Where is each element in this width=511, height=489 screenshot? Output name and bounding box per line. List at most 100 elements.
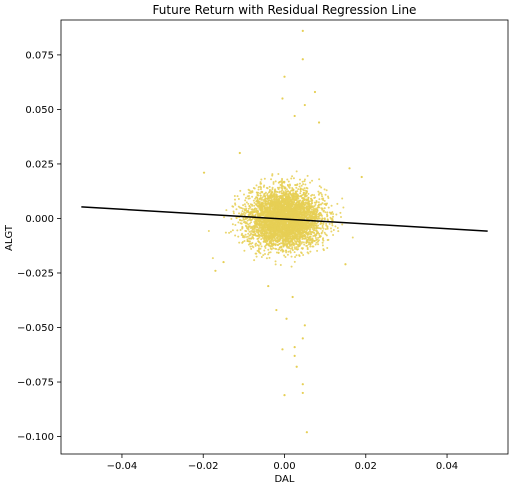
scatter-point xyxy=(259,181,262,184)
scatter-point xyxy=(274,263,277,266)
scatter-point xyxy=(314,243,317,246)
scatter-point xyxy=(327,238,330,241)
scatter-point xyxy=(259,182,262,185)
scatter-point xyxy=(324,228,327,231)
scatter-point xyxy=(325,189,328,192)
scatter-point xyxy=(288,202,291,205)
scatter-point xyxy=(278,191,281,194)
scatter-point xyxy=(325,213,328,216)
scatter-point xyxy=(312,235,315,238)
scatter-point xyxy=(309,181,312,184)
scatter-point xyxy=(296,230,299,233)
scatter-point xyxy=(248,234,251,237)
scatter-point xyxy=(292,208,295,211)
scatter-point xyxy=(277,195,280,198)
scatter-point xyxy=(284,241,287,244)
scatter-point xyxy=(286,216,289,219)
scatter-point xyxy=(288,237,291,240)
scatter-point xyxy=(294,192,297,195)
scatter-point xyxy=(268,185,271,188)
scatter-point xyxy=(314,218,316,221)
scatter-point xyxy=(246,227,249,230)
scatter-point xyxy=(282,250,285,253)
scatter-point xyxy=(336,202,339,205)
scatter-point xyxy=(257,247,260,250)
scatter-point xyxy=(267,199,270,202)
scatter-point xyxy=(257,215,260,218)
scatter-point xyxy=(286,183,289,186)
scatter-point xyxy=(295,225,298,228)
chart-title: Future Return with Residual Regression L… xyxy=(153,3,417,17)
scatter-point xyxy=(241,210,244,213)
scatter-point xyxy=(295,186,298,189)
scatter-point xyxy=(300,220,303,223)
scatter-point xyxy=(306,232,309,235)
scatter-point xyxy=(287,197,290,200)
scatter-point xyxy=(292,177,295,180)
scatter-point xyxy=(323,207,326,210)
scatter-point xyxy=(270,239,273,242)
scatter-point xyxy=(269,234,272,237)
scatter-point xyxy=(323,199,326,202)
scatter-point xyxy=(282,228,285,231)
scatter-point xyxy=(249,191,252,194)
scatter-point xyxy=(287,239,290,242)
scatter-point xyxy=(253,221,256,224)
scatter-point xyxy=(254,226,257,229)
scatter-point xyxy=(257,186,260,189)
scatter-point xyxy=(239,189,242,192)
scatter-point xyxy=(288,232,291,235)
scatter-point xyxy=(313,227,316,230)
scatter-point xyxy=(266,195,269,198)
scatter-point xyxy=(254,243,257,246)
scatter-point xyxy=(250,232,253,235)
scatter-point xyxy=(250,247,253,250)
scatter-point xyxy=(224,231,227,234)
scatter-point xyxy=(296,214,299,217)
scatter-point xyxy=(283,254,286,257)
scatter-point xyxy=(285,194,288,197)
scatter-point xyxy=(271,186,274,189)
scatter-point xyxy=(328,222,331,225)
scatter-point xyxy=(264,222,267,225)
scatter-point xyxy=(246,239,249,242)
scatter-point xyxy=(236,195,239,198)
scatter-point xyxy=(256,196,259,199)
scatter-point xyxy=(231,223,234,226)
scatter-point xyxy=(317,236,320,239)
scatter-point xyxy=(286,214,289,217)
scatter-point xyxy=(278,199,281,202)
scatter-point xyxy=(271,228,274,231)
x-tick-label: 0.02 xyxy=(355,461,377,472)
scatter-point xyxy=(306,187,309,190)
scatter-point xyxy=(237,235,240,238)
scatter-point xyxy=(294,183,297,186)
scatter-point xyxy=(267,253,270,256)
scatter-point xyxy=(302,189,305,192)
scatter-point xyxy=(289,212,292,215)
scatter-point xyxy=(314,237,317,240)
scatter-point xyxy=(326,215,329,218)
scatter-point xyxy=(316,238,319,241)
scatter-point xyxy=(234,203,237,206)
scatter-point xyxy=(304,234,307,237)
scatter-point xyxy=(314,203,317,206)
scatter-point xyxy=(278,248,281,251)
scatter-point xyxy=(308,215,311,218)
scatter-point xyxy=(229,230,232,233)
scatter-point xyxy=(232,210,235,213)
scatter-point xyxy=(245,235,248,238)
scatter-point xyxy=(305,232,308,235)
scatter-point xyxy=(260,186,263,189)
scatter-point xyxy=(306,251,309,254)
scatter-point xyxy=(259,247,262,250)
scatter-point xyxy=(280,190,283,193)
scatter-point xyxy=(298,231,301,234)
scatter-point xyxy=(322,248,325,251)
scatter-point xyxy=(304,237,307,240)
scatter-point xyxy=(279,203,282,206)
scatter-point xyxy=(300,195,303,198)
scatter-point xyxy=(303,243,306,246)
scatter-point xyxy=(286,190,289,193)
scatter-point xyxy=(273,206,276,209)
